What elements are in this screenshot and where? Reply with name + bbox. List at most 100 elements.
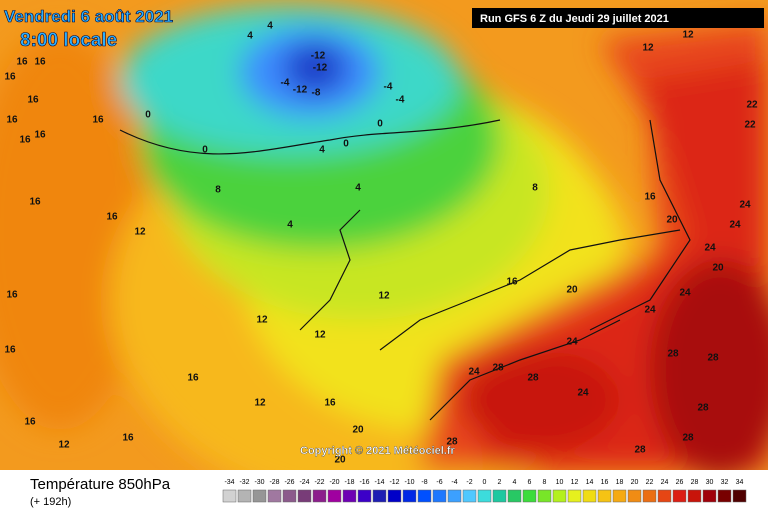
scale-swatch xyxy=(717,489,732,503)
scale-label: -20 xyxy=(329,479,339,486)
contour-label: 0 xyxy=(202,145,208,156)
scale-swatch xyxy=(627,489,642,503)
scale-swatch xyxy=(687,489,702,503)
contour-label: 16 xyxy=(19,135,31,146)
scale-swatch xyxy=(657,489,672,503)
contour-label: 16 xyxy=(4,72,16,83)
contour-label: 4 xyxy=(319,145,325,156)
contour-label: 16 xyxy=(24,417,36,428)
contour-label: 24 xyxy=(704,243,716,254)
scale-swatch xyxy=(567,489,582,503)
contour-label: 24 xyxy=(468,367,480,378)
contour-label: 20 xyxy=(334,455,346,466)
scale-label: 14 xyxy=(586,479,594,486)
scale-label: -16 xyxy=(359,479,369,486)
contour-label: 12 xyxy=(642,43,654,54)
contour-label: 12 xyxy=(314,330,326,341)
scale-label: 2 xyxy=(498,479,502,486)
color-scale: -34 -32 -30 -28 -26 -24 -22 -20 -18 -16 -14 -12 -10-… xyxy=(222,479,747,503)
scale-label: 8 xyxy=(543,479,547,486)
scale-label: -10 xyxy=(404,479,414,486)
scale-label: 26 xyxy=(676,479,684,486)
contour-label: 16 xyxy=(27,95,39,106)
contour-label: 16 xyxy=(6,290,18,301)
scale-label: 30 xyxy=(706,479,714,486)
scale-label: 18 xyxy=(616,479,624,486)
scale-swatch xyxy=(297,489,312,503)
contour-label: -12 xyxy=(313,63,328,74)
contour-label: 24 xyxy=(644,305,656,316)
scale-swatch xyxy=(327,489,342,503)
scale-label: -18 xyxy=(344,479,354,486)
scale-swatch xyxy=(447,489,462,503)
scale-label: -8 xyxy=(421,479,427,486)
contour-label: 12 xyxy=(58,440,70,451)
scale-label: 24 xyxy=(661,479,669,486)
contour-label: 12 xyxy=(378,291,390,302)
scale-swatch xyxy=(477,489,492,503)
scale-swatch xyxy=(672,489,687,503)
scale-label: -28 xyxy=(269,479,279,486)
scale-label: -4 xyxy=(451,479,457,486)
scale-swatch xyxy=(357,489,372,503)
contour-label: 16 xyxy=(34,57,46,68)
scale-swatch xyxy=(402,489,417,503)
scale-label: 28 xyxy=(691,479,699,486)
scale-swatch xyxy=(312,489,327,503)
scale-swatch xyxy=(237,489,252,503)
scale-label: 12 xyxy=(571,479,579,486)
scale-swatch xyxy=(417,489,432,503)
contour-label: 16 xyxy=(644,192,656,203)
contour-label: 24 xyxy=(577,388,589,399)
scale-swatch xyxy=(267,489,282,503)
contour-label: 28 xyxy=(697,403,709,414)
scale-label: 4 xyxy=(513,479,517,486)
contour-label: 28 xyxy=(527,373,539,384)
contour-label: -8 xyxy=(312,88,321,99)
scale-swatch xyxy=(612,489,627,503)
contour-label: 28 xyxy=(707,353,719,364)
coastlines xyxy=(119,119,691,421)
contour-label: 22 xyxy=(744,120,756,131)
contour-label: 20 xyxy=(352,425,364,436)
scale-swatch xyxy=(702,489,717,503)
contour-label: -12 xyxy=(311,51,326,62)
contour-label: -4 xyxy=(281,78,290,89)
contour-label: 12 xyxy=(254,398,266,409)
contour-label: 16 xyxy=(92,115,104,126)
contour-label: 16 xyxy=(4,345,16,356)
contour-label: 28 xyxy=(667,349,679,360)
contour-label: 16 xyxy=(187,373,199,384)
run-box xyxy=(472,8,764,28)
scale-swatch xyxy=(492,489,507,503)
contour-label: 24 xyxy=(679,288,691,299)
scale-swatch xyxy=(282,489,297,503)
contour-label: 22 xyxy=(746,100,758,111)
contour-label: 16 xyxy=(16,57,28,68)
scale-swatch xyxy=(537,489,552,503)
scale-label: -32 xyxy=(239,479,249,486)
copyright: Copyright © 2021 Météociel.fr xyxy=(300,445,456,457)
contour-label: -4 xyxy=(396,95,405,106)
scale-swatch xyxy=(522,489,537,503)
scale-swatch xyxy=(552,489,567,503)
contour-label: 16 xyxy=(34,130,46,141)
scale-swatch xyxy=(642,489,657,503)
contour-label: 24 xyxy=(739,200,751,211)
scale-label: -22 xyxy=(314,479,324,486)
contour-label: 8 xyxy=(215,185,221,196)
contour-label: 16 xyxy=(122,433,134,444)
scale-label: -24 xyxy=(299,479,309,486)
contour-label: 8 xyxy=(532,183,538,194)
contour-label: 28 xyxy=(492,363,504,374)
contour-label: 20 xyxy=(666,215,678,226)
contour-label: 24 xyxy=(729,220,741,231)
scale-label: 32 xyxy=(721,479,729,486)
contour-label: 0 xyxy=(145,110,151,121)
contour-label: 12 xyxy=(682,30,694,41)
contour-label: 16 xyxy=(506,277,518,288)
footer-lead: (+ 192h) xyxy=(30,496,71,508)
contour-label: 0 xyxy=(343,139,349,150)
footer-title: Température 850hPa xyxy=(30,476,171,493)
